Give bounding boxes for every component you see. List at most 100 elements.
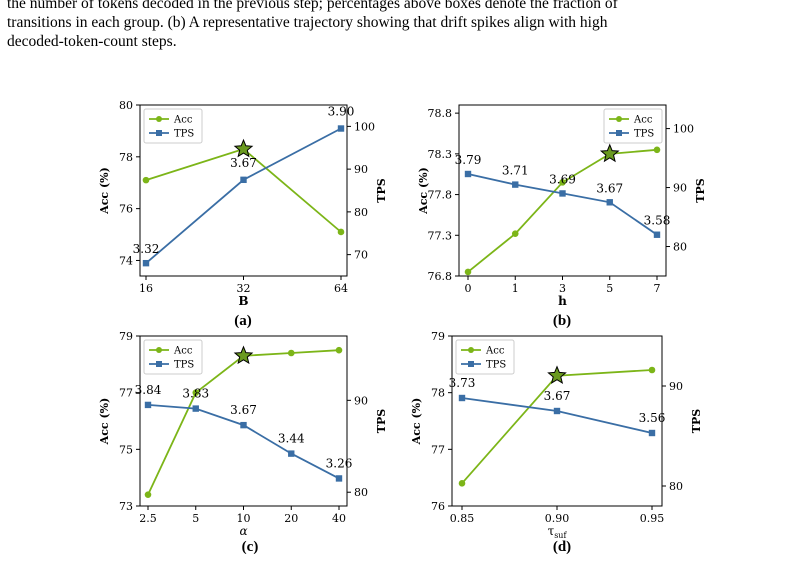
y-tick-label-right: 90 xyxy=(673,182,687,195)
acc-point xyxy=(511,230,519,237)
tps-value-label: 3.44 xyxy=(278,432,305,446)
tps-point xyxy=(648,429,656,437)
y-tick-label-right: 90 xyxy=(354,163,368,176)
acc-point xyxy=(464,268,472,276)
x-axis-label: α xyxy=(239,524,247,538)
x-tick-label: 1 xyxy=(512,282,519,295)
tps-point xyxy=(464,170,472,178)
tps-value-label: 3.26 xyxy=(326,456,353,470)
x-tick-label: 0.90 xyxy=(545,512,570,525)
y-tick-label-left: 78 xyxy=(431,387,445,400)
y-tick-label-right: 100 xyxy=(673,123,694,136)
best-setting-star xyxy=(547,365,567,385)
tps-point xyxy=(144,401,152,409)
tps-point xyxy=(337,125,345,132)
tps-value-label: 3.67 xyxy=(230,403,257,417)
y-tick-label-right: 80 xyxy=(673,241,687,254)
tps-value-label: 3.71 xyxy=(502,164,529,178)
tps-series-line xyxy=(461,397,653,434)
y-axis-label-left: Acc (%) xyxy=(417,167,430,215)
tps-point xyxy=(240,421,247,429)
y-tick-label-left: 77 xyxy=(119,387,133,400)
y-tick-label-left: 78 xyxy=(119,151,133,164)
y-tick-label-left: 80 xyxy=(119,99,133,112)
legend-swatch-marker xyxy=(156,130,162,136)
y-tick-label-left: 77.3 xyxy=(428,229,453,242)
y-axis-label-left: Acc (%) xyxy=(98,167,111,215)
y-tick-label-right: 100 xyxy=(354,120,375,133)
x-axis-label-subscript: suf xyxy=(554,531,567,540)
tps-point xyxy=(653,231,661,238)
acc-point xyxy=(458,480,466,487)
panel-label-c: (c) xyxy=(241,539,259,555)
y-tick-label-left: 78.8 xyxy=(428,107,453,120)
tps-value-label: 3.56 xyxy=(639,411,666,425)
acc-point xyxy=(287,349,295,357)
x-tick-label: 3 xyxy=(559,282,566,295)
x-tick-label: 5 xyxy=(606,282,613,295)
x-tick-label: 20 xyxy=(284,512,298,525)
y-axis-label-left: Acc (%) xyxy=(98,398,111,446)
x-tick-label: 16 xyxy=(139,282,153,295)
caption-line: the number of tokens decoded in the prev… xyxy=(7,0,618,12)
acc-point xyxy=(335,346,343,354)
x-tick-label: 0.85 xyxy=(450,512,475,525)
tps-point xyxy=(288,450,295,457)
tps-value-label: 3.73 xyxy=(449,376,476,390)
legend-label: TPS xyxy=(486,360,506,371)
panel-label-d: (d) xyxy=(552,539,572,555)
tps-value-label: 3.90 xyxy=(328,105,355,119)
y-tick-label-left: 77.8 xyxy=(428,189,453,202)
y-axis-label-right: TPS xyxy=(375,409,388,433)
best-setting-star xyxy=(233,345,254,365)
x-axis-label: B xyxy=(238,294,248,308)
tps-point xyxy=(553,407,561,415)
legend-label: TPS xyxy=(634,129,654,140)
caption-line: decoded-token-count steps. xyxy=(7,33,177,50)
tps-value-label: 3.69 xyxy=(549,172,576,186)
legend-swatch-marker xyxy=(468,361,474,367)
acc-point xyxy=(192,389,200,396)
tps-value-label: 3.84 xyxy=(135,383,162,397)
acc-point xyxy=(559,179,566,186)
y-axis-label-left: Acc (%) xyxy=(410,398,423,446)
tps-point xyxy=(458,394,466,402)
legend-swatch-marker xyxy=(156,347,162,353)
acc-point xyxy=(142,176,150,184)
legend-label: TPS xyxy=(174,129,194,140)
y-tick-label-right: 80 xyxy=(354,206,368,219)
legend-label: TPS xyxy=(174,360,194,371)
y-tick-label-right: 90 xyxy=(354,394,368,407)
legend-label: Acc xyxy=(173,115,193,126)
legend-label: Acc xyxy=(173,346,193,357)
tps-value-label: 3.83 xyxy=(182,387,209,401)
acc-point xyxy=(144,491,152,498)
x-tick-label: 40 xyxy=(332,512,346,525)
y-tick-label-left: 76.8 xyxy=(428,270,453,283)
y-tick-label-right: 70 xyxy=(354,249,368,262)
y-tick-label-right: 90 xyxy=(669,380,683,393)
figure-caption: the number of tokens decoded in the prev… xyxy=(7,0,799,51)
x-tick-label: 2.5 xyxy=(139,512,157,525)
tps-point xyxy=(335,475,343,482)
legend-label: Acc xyxy=(485,346,505,357)
tps-value-label: 3.79 xyxy=(455,153,482,167)
legend-swatch-marker xyxy=(616,130,622,136)
y-axis-label-right: TPS xyxy=(375,178,388,202)
x-tick-label: 64 xyxy=(334,282,348,295)
legend-swatch-marker xyxy=(156,116,162,122)
x-tick-label: 10 xyxy=(237,512,251,525)
tps-point xyxy=(142,259,150,267)
tps-point xyxy=(606,199,613,206)
y-tick-label-left: 74 xyxy=(119,254,133,267)
acc-point xyxy=(653,146,661,154)
caption-line: transitions in each group. (b) A represe… xyxy=(7,14,608,31)
tps-point xyxy=(559,190,566,197)
y-tick-label-left: 73 xyxy=(119,500,133,513)
y-tick-label-left: 77 xyxy=(431,443,445,456)
y-tick-label-left: 79 xyxy=(431,330,445,343)
